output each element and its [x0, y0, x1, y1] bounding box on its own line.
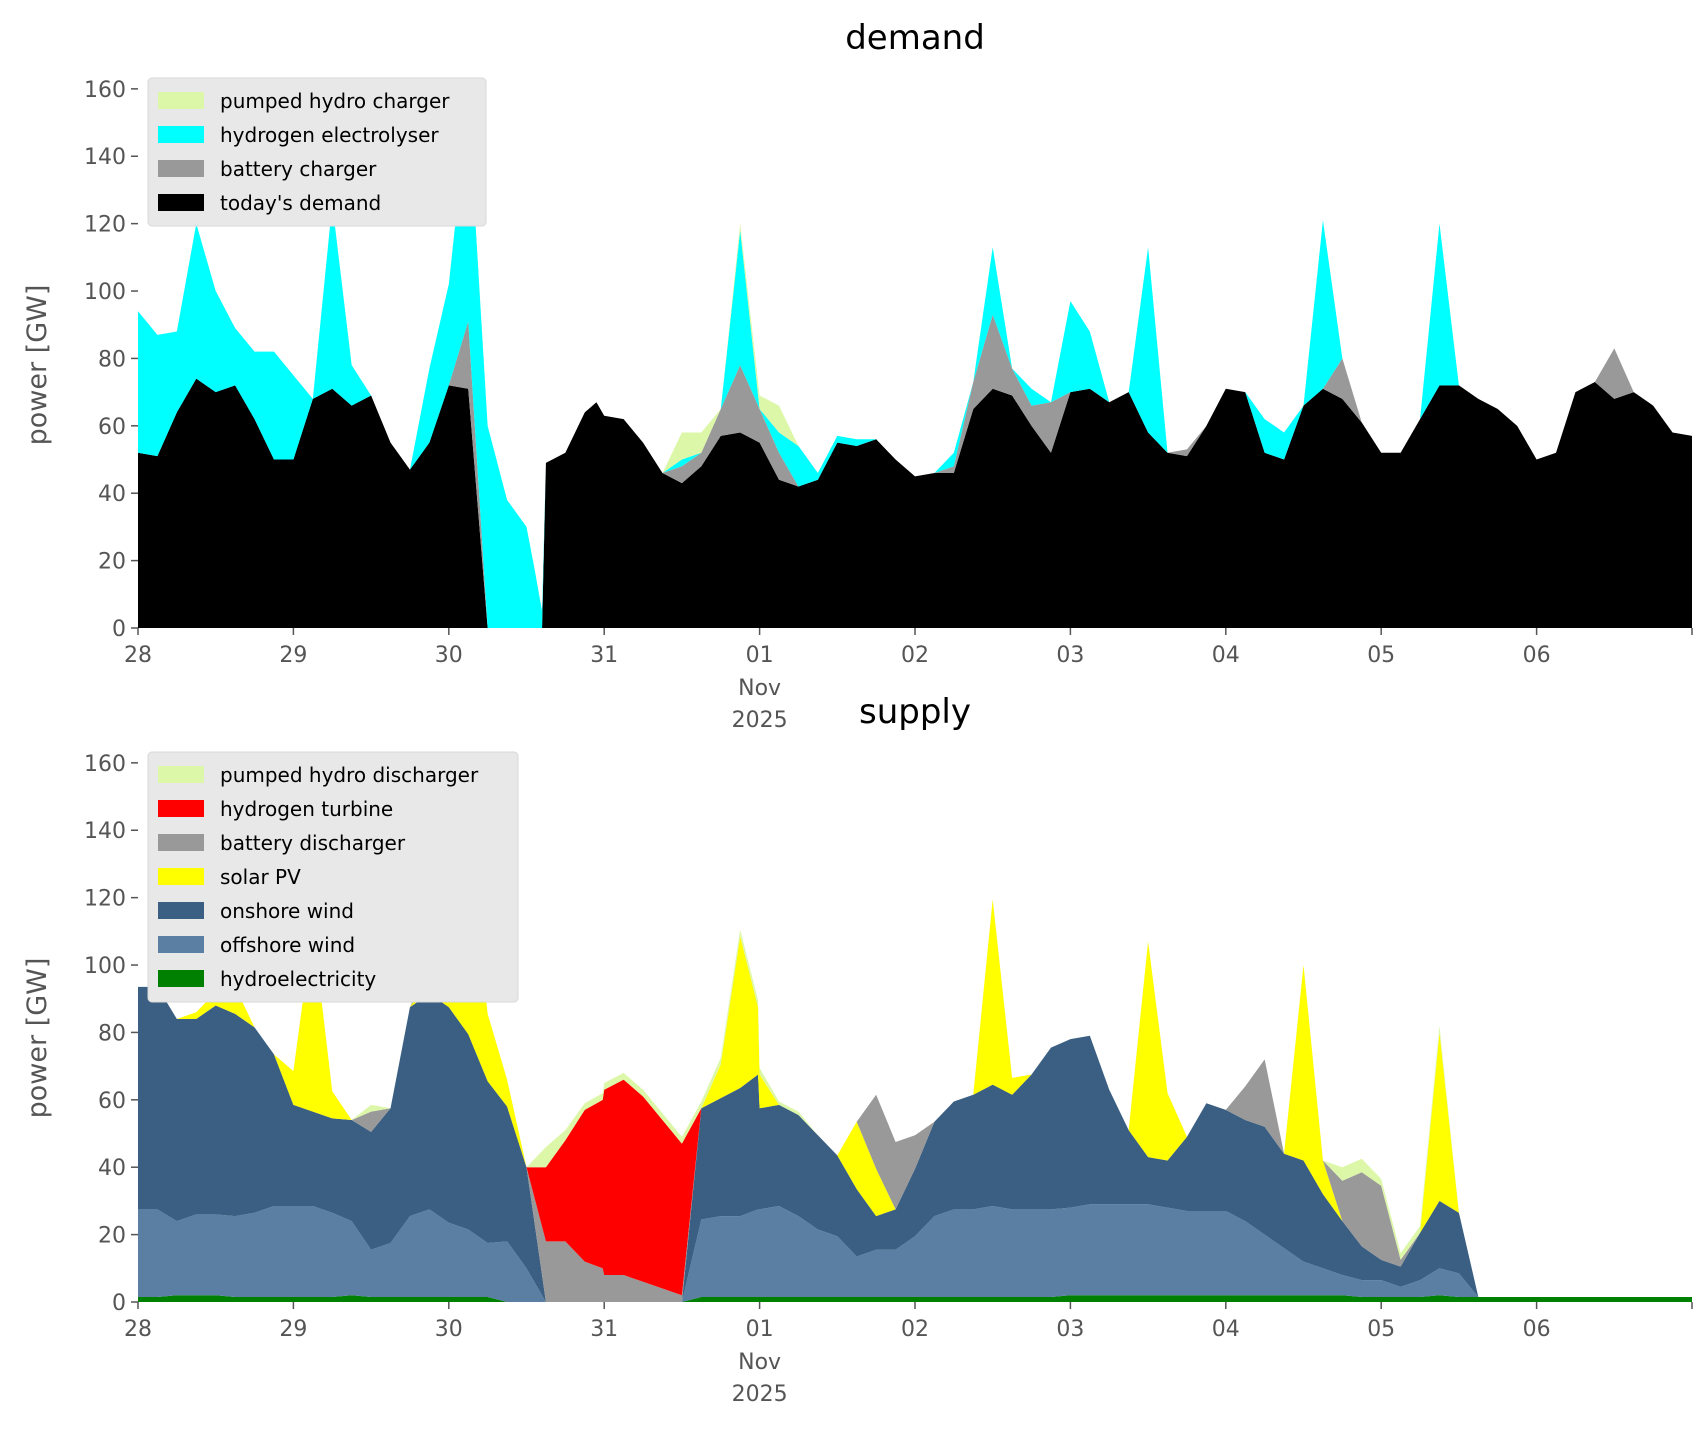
supply-x-month-label: Nov	[738, 1350, 781, 1375]
supply-x-tick-label: 03	[1056, 1317, 1084, 1342]
supply-chart-title: supply	[859, 692, 971, 732]
demand-x-tick-label: 30	[435, 643, 463, 668]
demand-y-tick-label: 160	[84, 78, 126, 103]
demand-y-tick-label: 0	[112, 617, 126, 642]
supply-x-tick-label: 06	[1523, 1317, 1551, 1342]
demand-x-month-label: Nov	[738, 676, 781, 701]
demand-y-tick-label: 100	[84, 280, 126, 305]
supply-legend-swatch-hydrogen-turbine	[158, 800, 204, 817]
supply-y-tick-label: 100	[84, 954, 126, 979]
demand-x-tick-label: 06	[1523, 643, 1551, 668]
demand-legend-label-hydrogen-electrolyser: hydrogen electrolyser	[220, 123, 439, 147]
demand-x-tick-label: 03	[1056, 643, 1084, 668]
demand-legend: pumped hydro charger hydrogen electrolyse…	[147, 77, 487, 227]
demand-axes: 0 20 40 60 80 100 120 140 160 28 29 30 31 01 Nov 2025 02…	[84, 78, 1693, 733]
supply-legend-label-hydrogen-turbine: hydrogen turbine	[220, 797, 393, 821]
demand-x-tick-label: 01	[746, 643, 774, 668]
supply-legend-swatch-pumped-hydro-discharger	[158, 766, 204, 783]
demand-legend-label-battery-charger: battery charger	[220, 157, 377, 181]
demand-y-tick-label: 140	[84, 145, 126, 170]
demand-y-tick-label: 20	[98, 550, 126, 575]
supply-legend-label-pumped-hydro-discharger: pumped hydro discharger	[220, 763, 479, 787]
supply-x-tick-label: 05	[1367, 1317, 1395, 1342]
supply-y-tick-label: 140	[84, 819, 126, 844]
supply-legend-swatch-hydroelectricity	[158, 970, 204, 987]
demand-legend-swatch-battery-charger	[158, 160, 204, 177]
supply-y-tick-label: 120	[84, 887, 126, 912]
supply-y-tick-label: 40	[98, 1156, 126, 1181]
supply-y-tick-label: 20	[98, 1224, 126, 1249]
supply-legend-label-solar-pv: solar PV	[220, 865, 301, 889]
supply-legend-swatch-solar-pv	[158, 868, 204, 885]
supply-x-tick-label: 02	[901, 1317, 929, 1342]
supply-area-hydroelectricity	[138, 1295, 1692, 1302]
demand-legend-label-pumped-hydro-charger: pumped hydro charger	[220, 89, 450, 113]
demand-legend-box	[147, 77, 487, 227]
demand-legend-swatch-today-s-demand	[158, 194, 204, 211]
supply-axes: 0 20 40 60 80 100 120 140 160 28 29 30 31 01 Nov 2025 02…	[84, 752, 1693, 1407]
demand-chart: demand power [GW] 0204060801001201401602…	[22, 18, 1693, 733]
demand-y-tick-label: 40	[98, 482, 126, 507]
supply-chart: supply power [GW] 0204060801001201401602…	[22, 692, 1693, 1407]
supply-y-axis-label: power [GW]	[22, 958, 53, 1119]
supply-legend-label-onshore-wind: onshore wind	[220, 899, 354, 923]
supply-area-offshore-wind	[138, 1204, 1692, 1302]
supply-legend-box	[147, 751, 519, 1003]
supply-y-tick-label: 60	[98, 1089, 126, 1114]
demand-area-hydrogen-electrolyser	[138, 102, 1692, 628]
supply-x-tick-label: 04	[1212, 1317, 1240, 1342]
demand-x-tick-label: 31	[590, 643, 618, 668]
supply-x-tick-label: 28	[124, 1317, 152, 1342]
demand-y-tick-label: 80	[98, 347, 126, 372]
supply-area-onshore-wind	[138, 986, 1692, 1302]
demand-y-axis-label: power [GW]	[22, 285, 53, 446]
demand-legend-label-today-s-demand: today's demand	[220, 191, 381, 215]
supply-legend-label-hydroelectricity: hydroelectricity	[220, 967, 376, 991]
supply-x-tick-label: 30	[435, 1317, 463, 1342]
demand-x-tick-label: 28	[124, 643, 152, 668]
supply-legend-swatch-offshore-wind	[158, 936, 204, 953]
supply-legend-swatch-battery-discharger	[158, 834, 204, 851]
demand-x-tick-label: 29	[279, 643, 307, 668]
demand-legend-swatch-pumped-hydro-charger	[158, 92, 204, 109]
demand-chart-title: demand	[845, 18, 985, 58]
demand-x-tick-label: 04	[1212, 643, 1240, 668]
demand-y-tick-label: 120	[84, 213, 126, 238]
demand-y-tick-label: 60	[98, 415, 126, 440]
supply-legend-label-offshore-wind: offshore wind	[220, 933, 355, 957]
supply-y-tick-label: 160	[84, 752, 126, 777]
supply-x-year-label: 2025	[732, 1382, 788, 1407]
demand-x-year-label: 2025	[732, 708, 788, 733]
supply-x-tick-label: 01	[746, 1317, 774, 1342]
supply-x-tick-label: 31	[590, 1317, 618, 1342]
demand-x-tick-label: 05	[1367, 643, 1395, 668]
supply-x-tick-label: 29	[279, 1317, 307, 1342]
demand-x-tick-label: 02	[901, 643, 929, 668]
demand-area-today-s-demand	[138, 378, 1692, 628]
supply-legend: pumped hydro discharger hydrogen turbine b…	[147, 751, 519, 1003]
supply-legend-swatch-onshore-wind	[158, 902, 204, 919]
supply-area-group	[138, 845, 1692, 1302]
supply-y-tick-label: 80	[98, 1021, 126, 1046]
demand-legend-swatch-hydrogen-electrolyser	[158, 126, 204, 143]
supply-y-tick-label: 0	[112, 1291, 126, 1316]
supply-legend-label-battery-discharger: battery discharger	[220, 831, 406, 855]
demand-area-group	[138, 102, 1692, 628]
